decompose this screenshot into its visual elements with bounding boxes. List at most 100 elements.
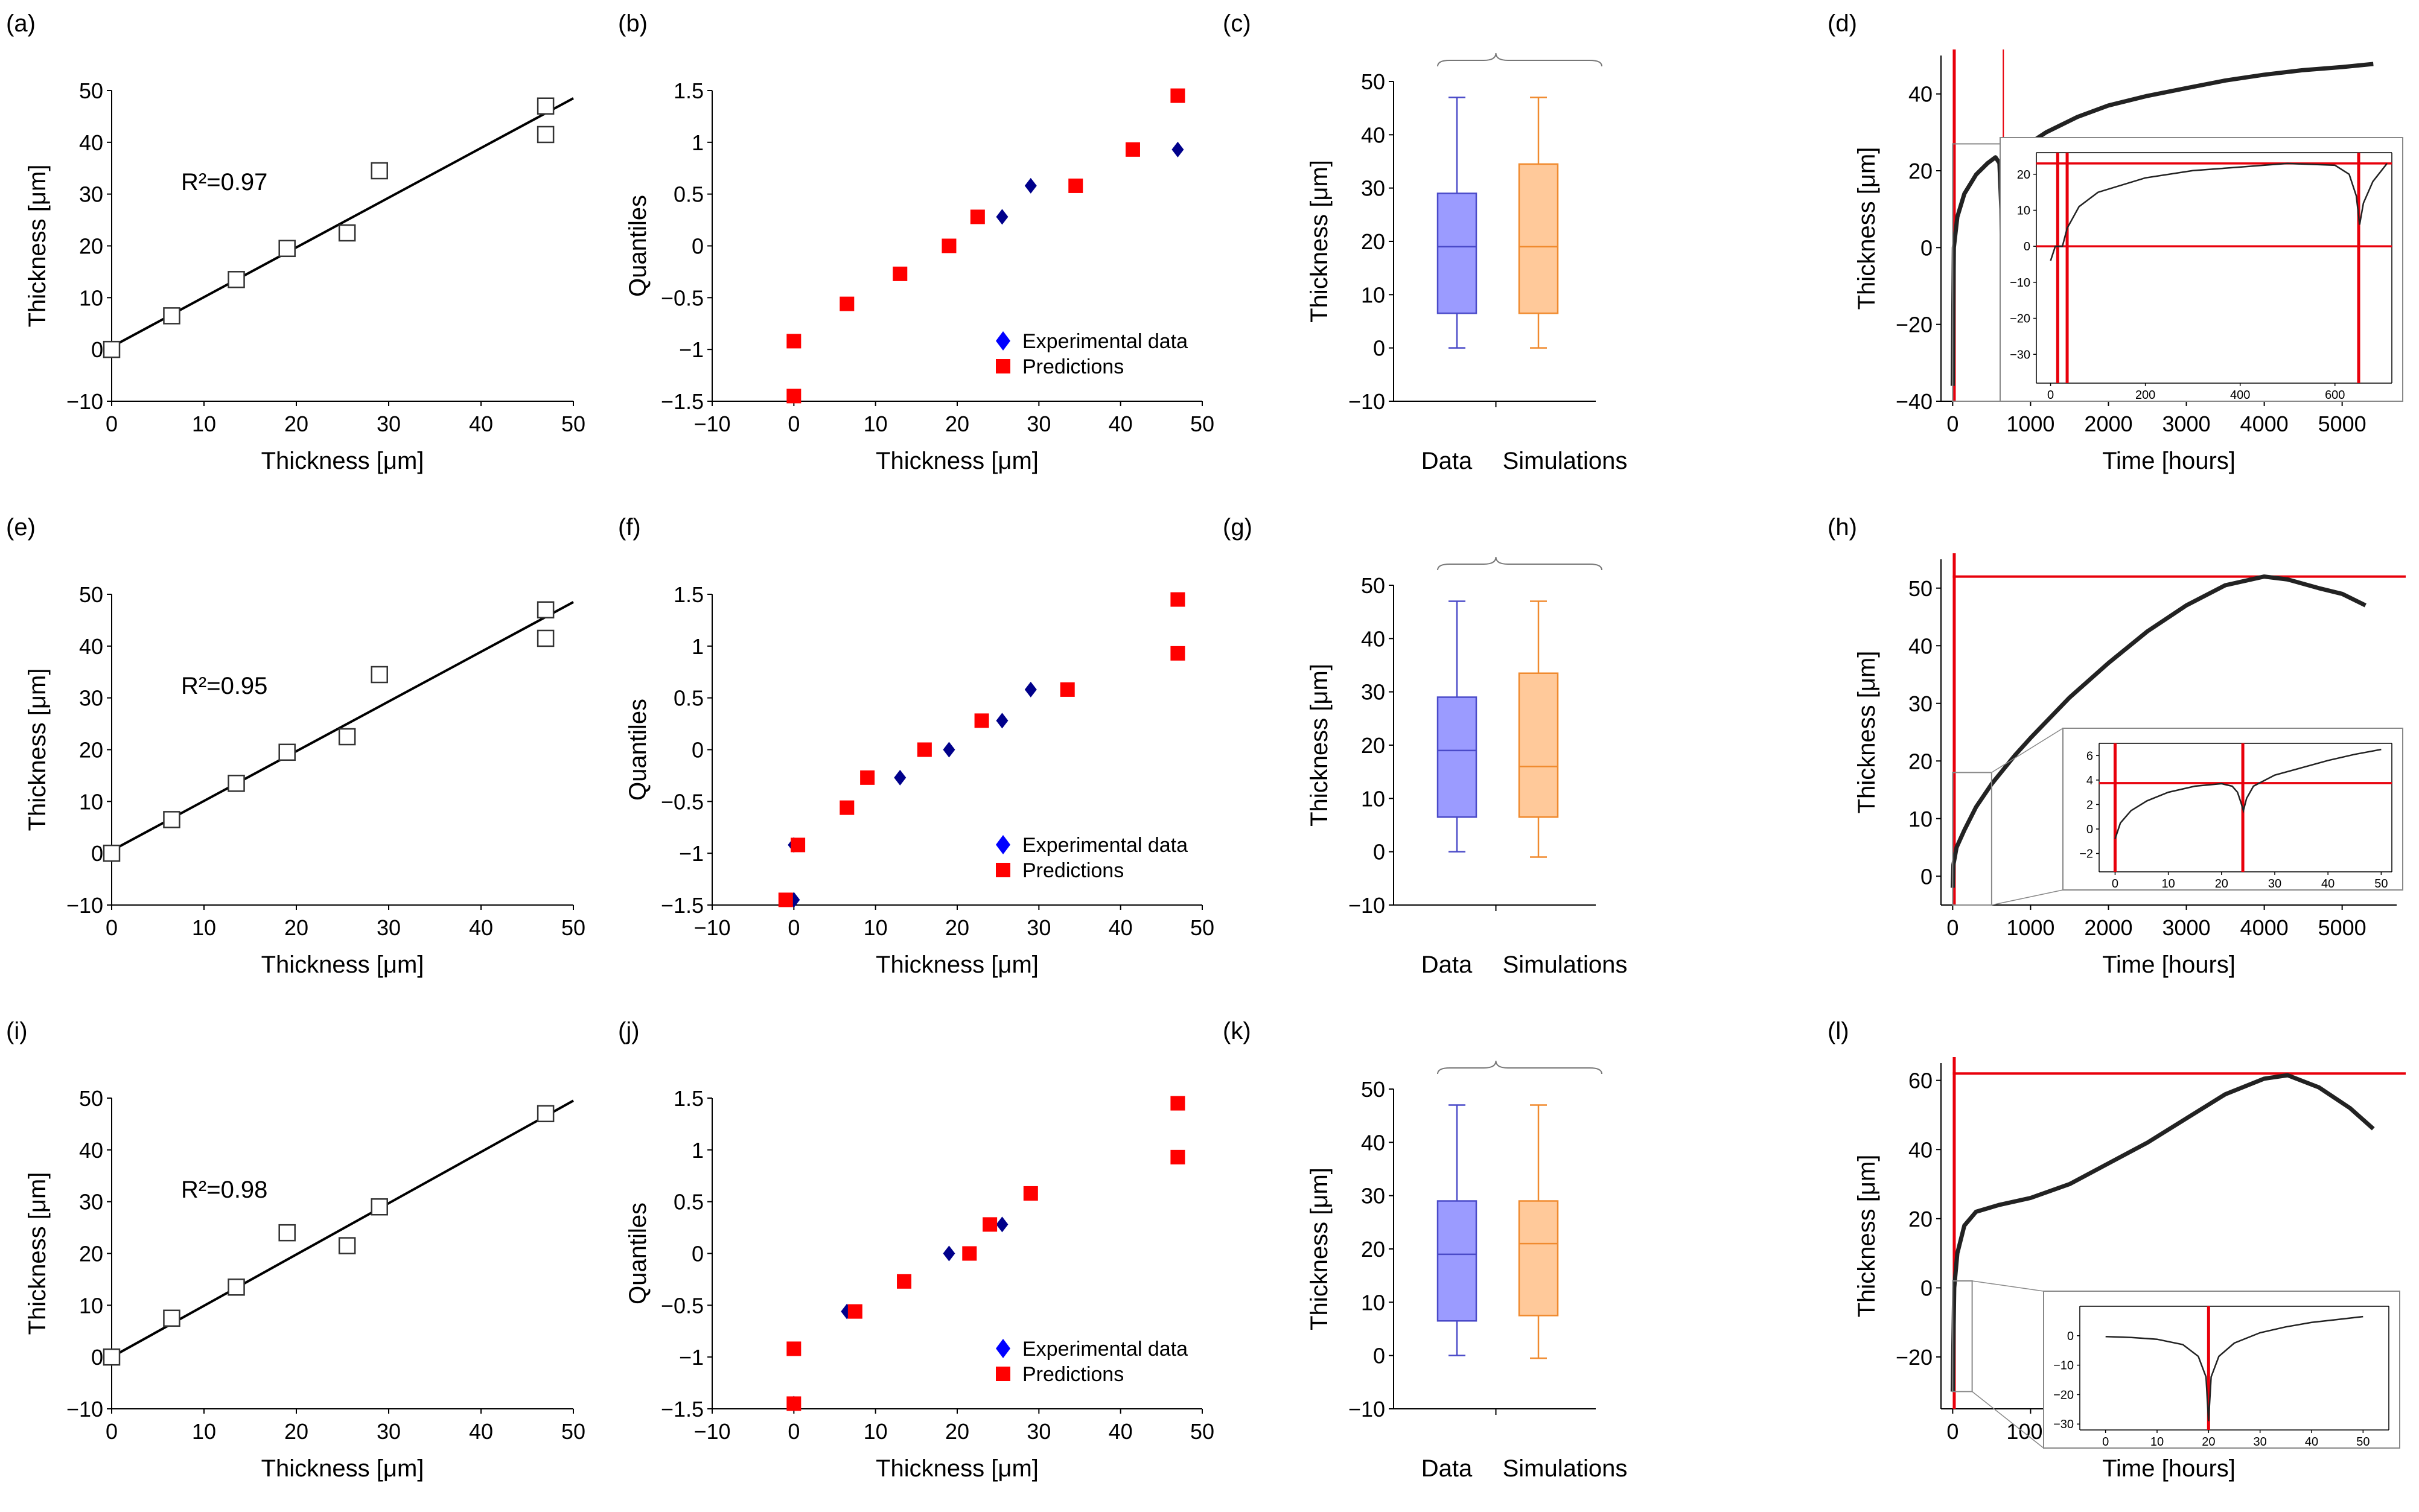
x-tick-label: 4000	[2240, 915, 2289, 940]
chart-c: (c) −10 0 10 20 30 40 50 Thickness [μm] Data Simul…	[1223, 10, 1628, 474]
panel-e: (e) −10 0 10 20 30 40 50 0 10 20 30 40 50 Thickness [μ…	[0, 504, 605, 1008]
x-tick-label: 20	[284, 1419, 308, 1444]
data-point-square	[338, 1237, 356, 1254]
experimental-data-point	[996, 713, 1009, 729]
prediction-point	[847, 1304, 862, 1319]
y-tick-label: −1.5	[661, 389, 704, 414]
comparison-brace	[1437, 556, 1602, 571]
x-tick-label: 0	[1946, 1419, 1958, 1444]
box-iqr	[1518, 163, 1559, 314]
inset-y-tick-label: −30	[2053, 1418, 2074, 1431]
x-tick-label: 0	[106, 1419, 118, 1444]
panel-f: (f) −1.5 −1 −0.5 0 0.5 1 1.5 −10 0 10 20 30 40 50 Thick…	[605, 504, 1214, 1008]
y-tick-label: 50	[1908, 576, 1933, 601]
y-tick-label: 0.5	[674, 1190, 704, 1215]
x-tick-label: 30	[377, 915, 401, 940]
y-tick-label: 50	[79, 582, 103, 607]
prediction-point	[1170, 88, 1185, 103]
r-squared-annotation: R²=0.95	[181, 673, 267, 699]
fit-line	[111, 1099, 574, 1358]
y-tick-label: 0	[692, 234, 704, 259]
panel-label: (a)	[6, 10, 36, 37]
y-tick-label: 40	[79, 634, 103, 659]
prediction-point	[786, 1341, 802, 1356]
zoom-region-box	[1952, 772, 1992, 906]
box-iqr	[1518, 672, 1559, 818]
inset-x-tick-label: 10	[2162, 877, 2175, 891]
y-tick-label: 10	[1908, 807, 1933, 831]
zoom-region-box	[1952, 1280, 1973, 1393]
y-tick-label: 50	[79, 78, 103, 103]
prediction-point	[778, 892, 793, 907]
prediction-point	[1068, 178, 1083, 193]
y-tick-label: 0	[1373, 1344, 1385, 1368]
data-point-square	[537, 601, 555, 618]
zoom-connector	[1972, 1280, 2044, 1292]
y-tick-label: 0.5	[674, 182, 704, 207]
x-tick-label: 0	[788, 411, 800, 436]
y-tick-label: 0	[1920, 864, 1933, 889]
box-data	[1436, 600, 1477, 853]
x-tick-label: 40	[469, 915, 493, 940]
prediction-point	[917, 742, 932, 757]
y-tick-label: 40	[1908, 82, 1933, 107]
legend-marker-predictions	[996, 1367, 1010, 1381]
y-tick-label: −0.5	[661, 1293, 704, 1318]
y-tick-label: 10	[79, 789, 103, 814]
y-tick-label: 0	[1920, 235, 1933, 260]
category-label-data: Data	[1421, 448, 1473, 474]
y-tick-label: 20	[1908, 1207, 1933, 1231]
experimental-data-point	[841, 1303, 853, 1320]
y-tick-label: 50	[1361, 1077, 1385, 1102]
x-tick-label: 50	[1190, 1419, 1214, 1444]
y-tick-label: −0.5	[661, 789, 704, 814]
panel-b: (b) −1.5 −1 −0.5 0 0.5 1 1.5 −10 0 10 20 30 40 50 Thick…	[605, 0, 1214, 504]
data-point-square	[163, 307, 180, 325]
x-tick-label: 40	[1109, 1419, 1133, 1444]
y-tick-label: −10	[66, 389, 103, 414]
x-tick-label: 10	[192, 411, 216, 436]
x-tick-label: 5000	[2318, 915, 2366, 940]
prediction-point	[962, 1246, 977, 1261]
x-tick-label: 4000	[2240, 411, 2289, 436]
inset-y-tick-label: 0	[2024, 240, 2030, 253]
inset-x-tick-label: 30	[2268, 877, 2281, 891]
prediction-point	[983, 1217, 998, 1232]
box-data	[1436, 1104, 1477, 1356]
y-axis-title: Thickness [μm]	[1853, 651, 1880, 814]
experimental-data-point	[894, 769, 907, 786]
x-axis-title: Thickness [μm]	[261, 1455, 424, 1482]
panel-l: (l)−200204060010002000300040005000Time […	[1814, 1008, 2419, 1511]
y-tick-label: −40	[1896, 389, 1933, 414]
legend-label-predictions: Predictions	[1022, 1363, 1124, 1386]
data-point-square	[103, 1348, 121, 1366]
inset-y-tick-label: 0	[2067, 1330, 2074, 1343]
panel-label: (f)	[618, 514, 641, 541]
x-axis-title: Time [hours]	[2102, 448, 2236, 474]
y-tick-label: 30	[1908, 691, 1933, 716]
data-point-square	[278, 743, 296, 761]
thickness-curve	[1950, 574, 2366, 888]
y-tick-label: 1	[692, 634, 704, 659]
y-tick-label: −1.5	[661, 1397, 704, 1421]
data-point-square	[278, 1224, 296, 1242]
prediction-point	[1060, 682, 1075, 697]
data-point-square	[278, 240, 296, 258]
y-axis-title: Thickness [μm]	[1306, 160, 1333, 323]
prediction-point	[791, 837, 806, 853]
r-squared-annotation: R²=0.98	[181, 1177, 267, 1203]
prediction-point	[840, 296, 855, 311]
chart-j: (j) −1.5 −1 −0.5 0 0.5 1 1.5 −10 0 10 20 30 40 50 Thick…	[618, 1018, 1214, 1482]
box-simulations	[1518, 97, 1559, 349]
category-label-simulations: Simulations	[1503, 448, 1628, 474]
experimental-data-point	[1024, 681, 1037, 697]
inset-y-tick-label: 10	[2017, 205, 2030, 218]
x-axis-title: Thickness [μm]	[876, 1455, 1039, 1482]
y-axis-title: Thickness [μm]	[1853, 147, 1880, 310]
prediction-point	[1170, 592, 1185, 607]
legend-label-predictions: Predictions	[1022, 355, 1124, 378]
x-tick-label: 20	[945, 915, 969, 940]
